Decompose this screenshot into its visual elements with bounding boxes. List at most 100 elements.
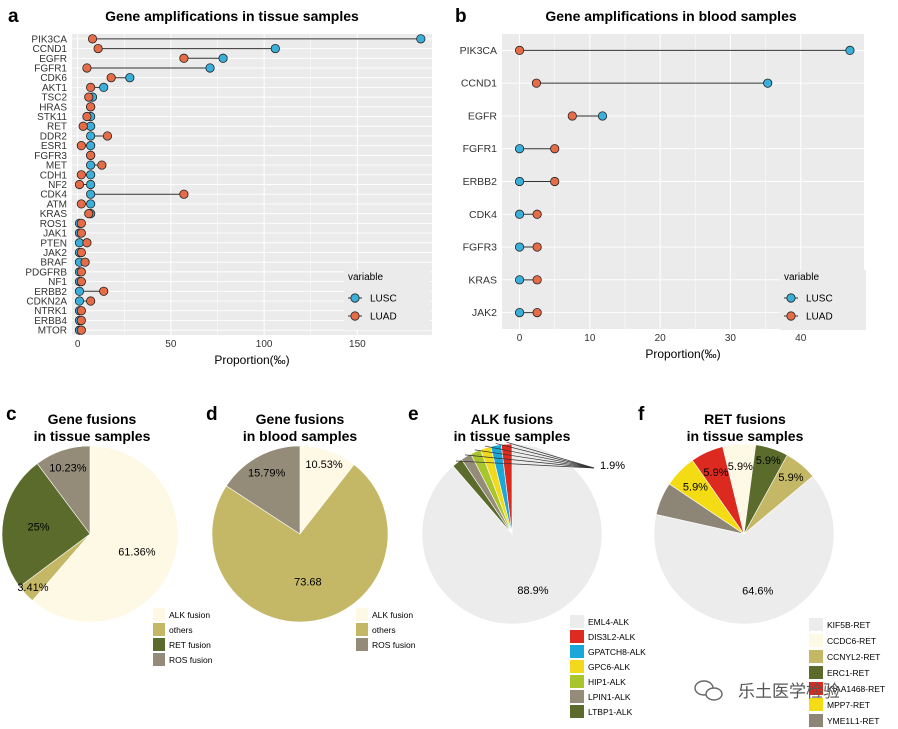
pie-slice-ret-fusion [1,463,91,588]
legend-label: LPIN1-ALK [588,692,631,702]
luad-point [76,315,86,326]
legend-label: HIP1-ALK [588,677,626,687]
legend-swatch [570,615,584,628]
luad-point [93,43,103,54]
lusc-point [74,296,85,306]
luad-point [82,111,92,122]
luad-point [76,228,86,238]
callout-leader-line [484,445,595,469]
x-tick-label: 10 [584,333,596,344]
y-tick-label: KRAS [40,209,68,220]
legend-label: RET fusion [169,640,211,650]
legend-swatch [570,705,584,718]
y-tick-label: FGFR1 [463,143,498,155]
luad-point [532,209,542,219]
y-tick-label: ESR1 [41,141,68,152]
legend-label: ROS fusion [372,640,416,650]
panel-f-pie: 64.6%5.9%5.9% 5.9%5.9%5.9%KIF5B-RETCCDC6-… [653,443,885,727]
slice-label: 10.53% [305,459,343,471]
chart-title-line: RET fusions [704,411,786,427]
luad-point [86,82,96,93]
y-tick-label: CDK4 [469,209,497,221]
panel-label-d: d [206,404,218,425]
y-tick-label: MTOR [38,326,67,337]
y-tick-label: TSC2 [41,93,67,104]
panel-label-b: b [455,6,467,27]
y-tick-label: NF2 [48,180,67,191]
y-tick-label: PIK3CA [31,34,67,45]
y-tick-label: AKT1 [42,83,67,94]
legend-label: CCNYL2-RET [827,652,880,662]
y-tick-label: PIK3CA [460,45,497,57]
slice-label: 5.9% [728,461,753,473]
legend-swatch [809,714,823,727]
lusc-point [99,82,109,93]
chart-title-line: in tissue samples [454,428,571,444]
x-tick-label: 150 [349,339,366,350]
luad-point [82,238,92,248]
slice-label: 61.36% [118,546,156,558]
lusc-point [74,286,85,296]
slice-label: 5.9% [778,472,803,484]
legend-swatch [570,660,584,673]
callout-leader-line [506,441,595,469]
chart-title-line: in tissue samples [687,428,804,444]
luad-point [99,286,109,296]
luad-point [531,78,542,88]
luad-point [78,121,88,131]
legend-label: DIS3L2-ALK [588,632,636,642]
legend-label: EML4-ALK [588,617,629,627]
legend-swatch [153,623,165,636]
pie-slice-ros-fusion [225,445,301,535]
callout-leader-line [495,443,595,469]
legend-swatch [153,653,165,666]
lusc-point [514,176,525,187]
chart-title-d: Gene fusions in blood samples [243,411,358,444]
legend-label: LUAD [806,312,833,323]
pie-slice-kif5b-ret [653,475,835,625]
luad-point [86,150,96,160]
slice-label: 64.6% [742,585,773,597]
luad-point [106,73,116,83]
chart-title-a: Gene amplifications in tissue samples [105,8,359,24]
y-tick-label: ATM [47,199,67,210]
lusc-point [86,199,96,209]
legend-label: ALK fusion [372,610,413,620]
legend-label: MPP7-RET [827,700,870,710]
legend-label: KIF5B-RET [827,620,870,630]
x-tick-label: 30 [725,333,737,344]
legend-label: LUSC [370,294,397,305]
lusc-point [86,179,96,190]
y-tick-label: ERBB4 [34,316,67,327]
pie-slice-ros-fusion [36,445,91,535]
legend-swatch [570,675,584,688]
legend-label: ERC1-RET [827,668,870,678]
x-tick-label: 0 [75,339,81,350]
chart-title-line: ALK fusions [471,411,554,427]
lusc-point [514,308,525,318]
panel-e-pie: 88.9% EML4-ALK DIS3L2-ALK GPATCH8-ALK GPC6-A… [421,441,646,718]
lusc-point [218,53,228,63]
y-tick-label: EGFR [468,110,498,122]
lusc-point [845,45,855,55]
y-tick-label: JAK2 [472,307,497,319]
legend-swatch [356,608,368,621]
panel-label-f: f [638,404,645,425]
y-tick-label: MET [46,161,67,172]
y-tick-label: JAK1 [43,229,67,240]
y-tick-label: FGFR1 [34,63,67,74]
legend-swatch [809,650,823,663]
lusc-point [514,209,525,219]
y-tick-label: KRAS [468,274,497,286]
callout-label: 1.9% [600,460,625,472]
luad-point [550,176,560,187]
y-tick-label: CDKN2A [26,297,67,308]
luad-point [80,257,90,267]
legend-label: others [169,625,193,635]
legend-label: LUSC [806,294,833,305]
chart-title-line: in tissue samples [34,428,151,444]
luad-point [76,276,86,287]
legend-swatch [153,608,165,621]
x-axis-title: Proportion(‰) [645,347,720,361]
watermark-text: 乐土医学检验 [738,682,840,702]
